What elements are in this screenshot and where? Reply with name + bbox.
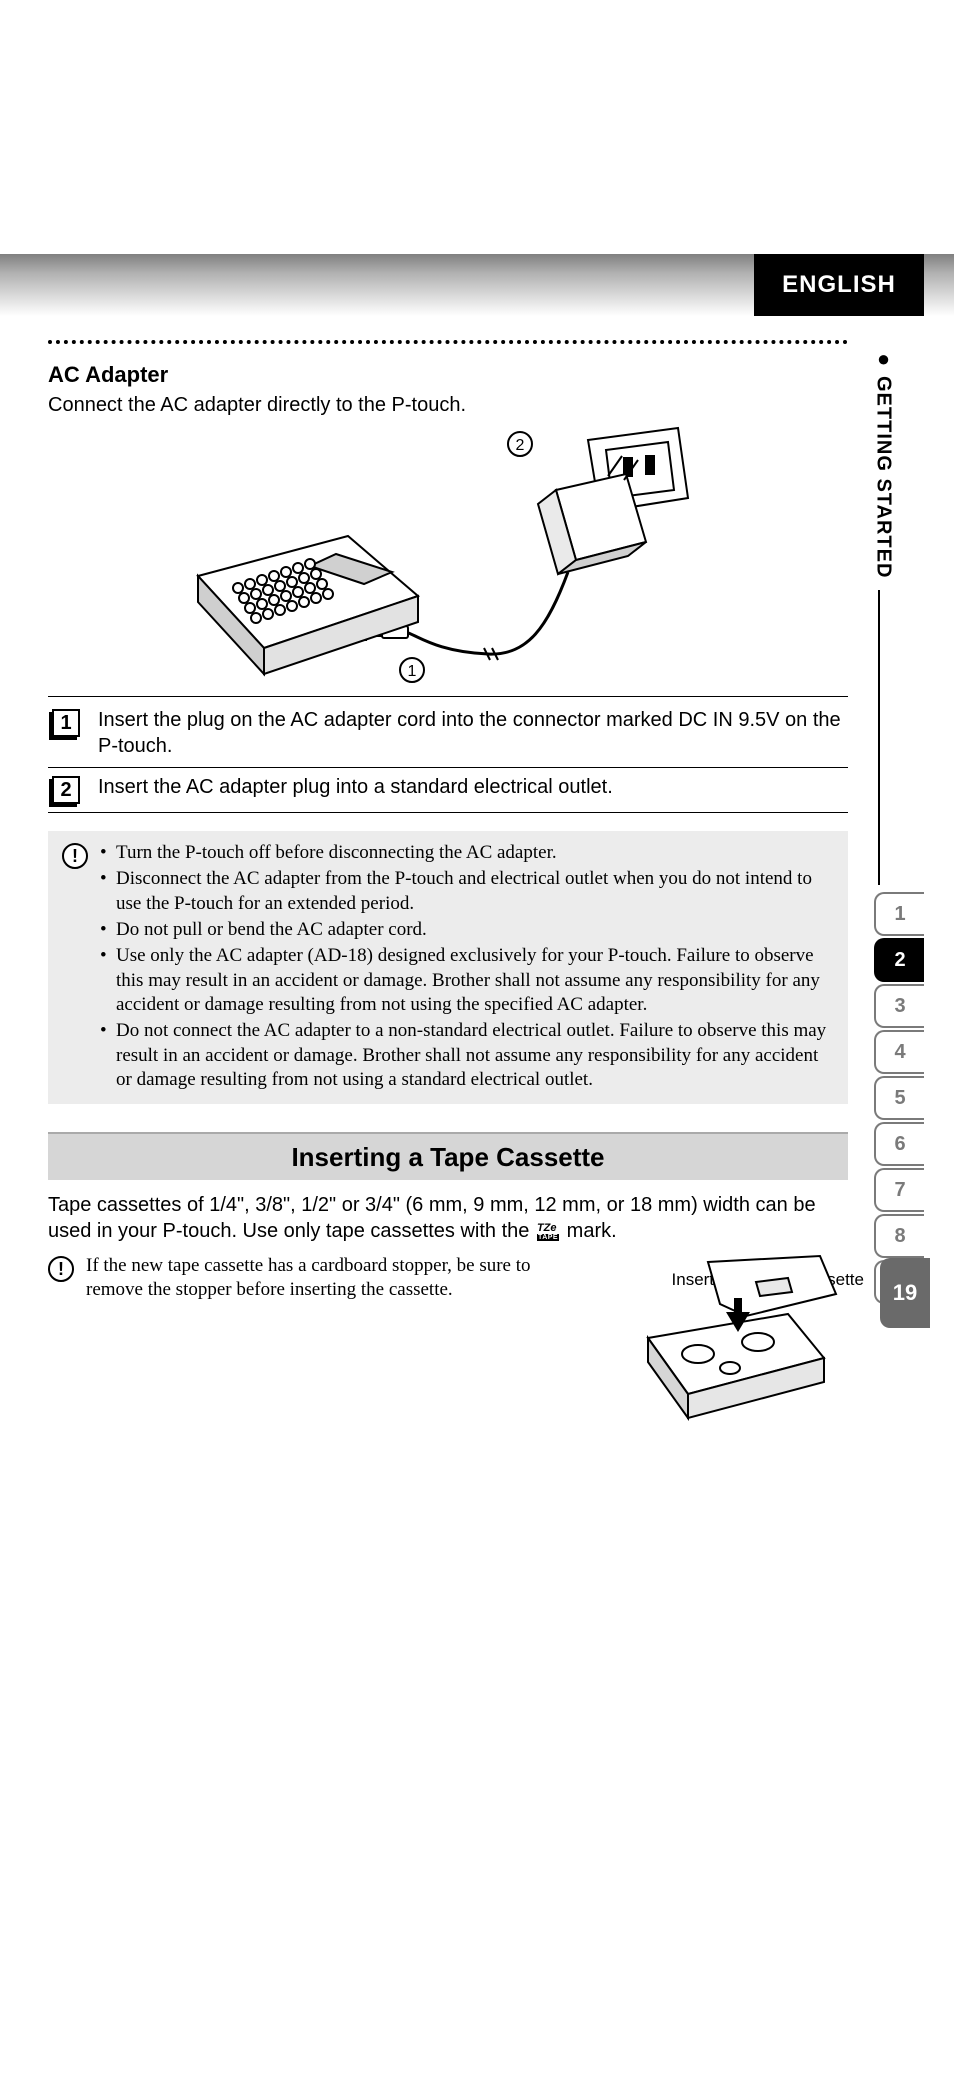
tab-4[interactable]: 4 xyxy=(874,1030,924,1074)
tab-6[interactable]: 6 xyxy=(874,1122,924,1166)
tab-5[interactable]: 5 xyxy=(874,1076,924,1120)
warn-item: Do not connect the AC adapter to a non-s… xyxy=(100,1019,834,1092)
side-label-text: GETTING STARTED xyxy=(872,376,895,578)
cassette-note-text: If the new tape cassette has a cardboard… xyxy=(86,1255,531,1300)
tze-mark-icon: TZe xyxy=(535,1223,561,1241)
tape-intro: Tape cassettes of 1/4", 3/8", 1/2" or 3/… xyxy=(48,1192,848,1244)
tape-intro-pre: Tape cassettes of 1/4", 3/8", 1/2" or 3/… xyxy=(48,1194,816,1242)
cassette-note-row: ! If the new tape cassette has a cardboa… xyxy=(48,1254,848,1429)
step-number-2: 2 xyxy=(52,776,80,804)
step-number-1: 1 xyxy=(52,709,80,737)
cassette-note: ! If the new tape cassette has a cardboa… xyxy=(48,1254,588,1303)
section-title-tape: Inserting a Tape Cassette xyxy=(48,1132,848,1180)
warn-item: Turn the P-touch off before disconnectin… xyxy=(100,841,834,865)
warn-item: Do not pull or bend the AC adapter cord. xyxy=(100,918,834,942)
tab-1[interactable]: 1 xyxy=(874,892,924,936)
rule xyxy=(48,696,848,697)
step-text-1: Insert the plug on the AC adapter cord i… xyxy=(98,707,848,759)
tab-8[interactable]: 8 xyxy=(874,1214,924,1258)
svg-text:1: 1 xyxy=(408,663,417,680)
warning-box: ! Turn the P-touch off before disconnect… xyxy=(48,831,848,1104)
ac-adapter-intro: Connect the AC adapter directly to the P… xyxy=(48,392,848,418)
caution-icon: ! xyxy=(62,843,88,869)
step-text-2: Insert the AC adapter plug into a standa… xyxy=(98,774,613,800)
section-side-label: ● GETTING STARTED xyxy=(870,346,896,578)
tab-3[interactable]: 3 xyxy=(874,984,924,1028)
tape-intro-post: mark. xyxy=(567,1220,617,1242)
tape-cassette-diagram xyxy=(588,1254,848,1429)
step-row-2: 2 Insert the AC adapter plug into a stan… xyxy=(48,768,848,813)
tab-2[interactable]: 2 xyxy=(874,938,924,982)
ac-adapter-diagram: 1 2 xyxy=(48,426,848,686)
language-badge: ENGLISH xyxy=(754,254,924,316)
warn-item: Disconnect the AC adapter from the P-tou… xyxy=(100,867,834,916)
side-divider-line xyxy=(878,590,880,885)
dotted-rule xyxy=(48,340,848,344)
content-area: AC Adapter Connect the AC adapter direct… xyxy=(48,340,848,1429)
bullet-icon: ● xyxy=(870,346,896,372)
svg-text:2: 2 xyxy=(516,437,525,454)
tab-7[interactable]: 7 xyxy=(874,1168,924,1212)
warning-list: Turn the P-touch off before disconnectin… xyxy=(100,841,834,1094)
chapter-tabs: 1 2 3 4 5 6 7 8 9 xyxy=(874,892,930,1306)
step-row-1: 1 Insert the plug on the AC adapter cord… xyxy=(48,701,848,768)
ac-adapter-heading: AC Adapter xyxy=(48,362,848,388)
manual-page: ENGLISH ● GETTING STARTED 1 2 3 4 5 6 7 … xyxy=(0,0,954,2082)
warn-item: Use only the AC adapter (AD-18) designed… xyxy=(100,944,834,1017)
page-number-badge: 19 xyxy=(880,1258,930,1328)
caution-icon: ! xyxy=(48,1256,74,1282)
